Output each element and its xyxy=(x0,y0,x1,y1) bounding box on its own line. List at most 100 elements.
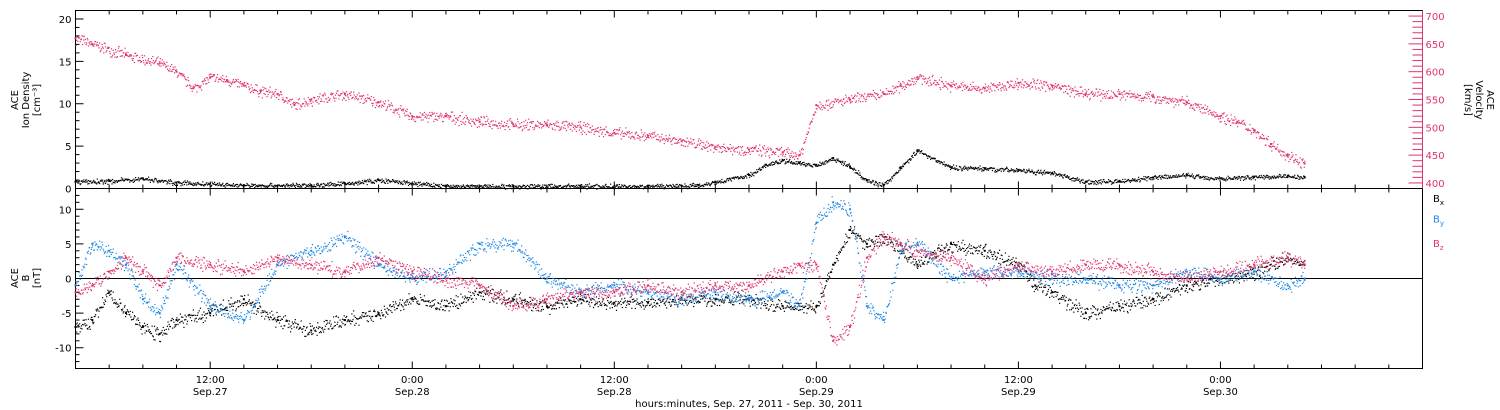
density-point xyxy=(149,181,151,183)
density-point xyxy=(316,182,318,184)
density-point xyxy=(583,187,585,189)
density-point xyxy=(1206,176,1208,178)
density-point xyxy=(839,161,842,164)
density-point xyxy=(588,183,590,185)
bx-point xyxy=(261,310,263,312)
velocity-point xyxy=(104,42,106,45)
bx-point xyxy=(96,310,98,312)
velocity-point xyxy=(122,55,124,57)
density-point xyxy=(171,182,173,185)
velocity-point xyxy=(1127,92,1129,94)
velocity-point xyxy=(235,78,237,81)
velocity-point xyxy=(147,59,149,62)
velocity-point xyxy=(1183,99,1185,101)
density-point xyxy=(1196,174,1198,176)
velocity-point xyxy=(870,93,872,95)
velocity-point xyxy=(355,96,357,98)
density-point xyxy=(352,183,354,186)
density-point xyxy=(991,169,994,172)
density-point xyxy=(802,164,804,166)
velocity-point xyxy=(1284,159,1286,161)
bx-point xyxy=(292,323,295,325)
velocity-point xyxy=(364,97,367,100)
density-point xyxy=(396,180,398,182)
velocity-point xyxy=(384,103,386,105)
bx-point xyxy=(100,307,102,309)
velocity-point xyxy=(1114,95,1116,97)
bx-point xyxy=(112,291,114,293)
bx-point xyxy=(111,297,113,299)
density-point xyxy=(972,167,974,170)
velocity-point xyxy=(940,88,942,91)
density-point xyxy=(963,166,965,168)
density-point xyxy=(254,186,256,189)
velocity-point xyxy=(158,63,160,65)
density-point xyxy=(513,186,515,189)
velocity-point xyxy=(506,120,509,122)
velocity-point xyxy=(628,136,630,138)
bx-point xyxy=(300,327,302,329)
density-point xyxy=(686,186,688,188)
density-point xyxy=(546,187,548,190)
bx-point xyxy=(167,321,169,323)
bx-point xyxy=(172,318,174,321)
density-point xyxy=(871,181,873,183)
bx-point xyxy=(165,328,167,331)
velocity-point xyxy=(640,129,642,131)
density-point xyxy=(672,183,674,186)
density-point xyxy=(1298,178,1300,180)
velocity-point xyxy=(261,89,263,91)
velocity-point xyxy=(610,135,612,137)
density-point xyxy=(1129,181,1131,183)
velocity-point xyxy=(724,149,726,152)
velocity-point xyxy=(806,133,809,136)
velocity-point xyxy=(268,89,270,91)
density-point xyxy=(921,150,923,152)
velocity-point xyxy=(849,102,852,104)
velocity-point xyxy=(249,91,252,94)
velocity-point xyxy=(905,84,907,86)
velocity-point xyxy=(1219,115,1222,118)
density-point xyxy=(597,188,599,190)
density-point xyxy=(319,185,321,187)
density-point xyxy=(949,165,951,167)
density-point xyxy=(1092,181,1094,183)
velocity-point xyxy=(1064,85,1066,87)
density-point xyxy=(1116,181,1119,183)
velocity-point xyxy=(551,123,553,126)
density-point xyxy=(721,178,723,181)
velocity-point xyxy=(617,129,619,131)
velocity-point xyxy=(1077,90,1079,92)
velocity-point xyxy=(799,150,801,152)
velocity-point xyxy=(576,126,578,129)
velocity-point xyxy=(1074,86,1076,88)
density-point xyxy=(988,168,990,170)
density-point xyxy=(524,187,526,189)
density-point xyxy=(455,186,457,188)
velocity-point xyxy=(1129,90,1131,92)
velocity-point xyxy=(1300,167,1302,169)
bx-point xyxy=(294,321,296,323)
velocity-point xyxy=(599,129,601,131)
density-point xyxy=(984,168,987,170)
velocity-point xyxy=(949,84,951,87)
velocity-point xyxy=(182,73,184,75)
bx-point xyxy=(313,327,315,329)
velocity-point xyxy=(785,153,787,156)
velocity-point xyxy=(872,94,874,96)
velocity-point xyxy=(736,151,738,153)
bx-point xyxy=(259,306,262,308)
bx-point xyxy=(305,327,308,329)
velocity-point xyxy=(742,145,744,148)
density-point xyxy=(292,184,295,186)
velocity-point xyxy=(776,148,778,150)
velocity-point xyxy=(106,47,108,50)
velocity-point xyxy=(1244,123,1246,125)
bx-point xyxy=(107,289,109,291)
density-point xyxy=(328,182,331,184)
velocity-point xyxy=(687,140,689,142)
density-point xyxy=(265,186,267,189)
density-point xyxy=(147,176,150,178)
density-point xyxy=(1097,183,1099,185)
velocity-point xyxy=(185,85,187,88)
